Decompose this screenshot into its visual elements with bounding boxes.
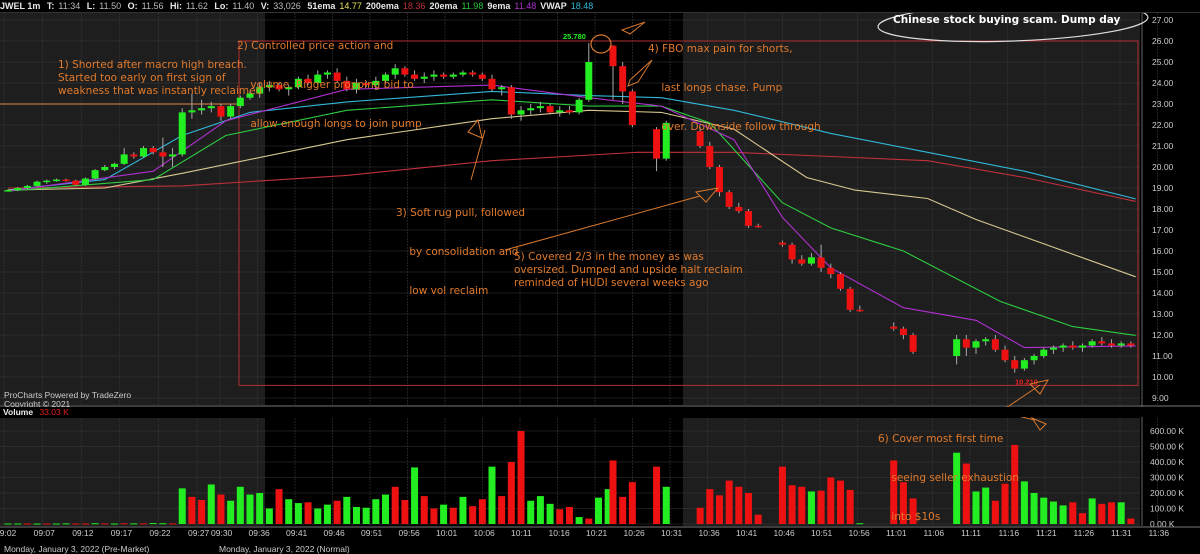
- last-value: 11.50: [99, 1, 122, 11]
- svg-text:10:51: 10:51: [811, 528, 833, 538]
- annotation-2: 2) Controlled price action and volume. R…: [237, 40, 422, 130]
- svg-text:09:17: 09:17: [111, 528, 133, 538]
- svg-text:17.00: 17.00: [1152, 225, 1174, 235]
- svg-text:500.00 K: 500.00 K: [1150, 442, 1184, 452]
- svg-text:400.00 K: 400.00 K: [1150, 457, 1184, 467]
- svg-text:300.00 K: 300.00 K: [1150, 473, 1184, 483]
- svg-text:600.00 K: 600.00 K: [1150, 426, 1184, 436]
- svg-text:11:01: 11:01: [886, 528, 907, 538]
- indicator-value: 18.36: [402, 1, 426, 11]
- svg-text:26.00: 26.00: [1152, 36, 1174, 46]
- svg-text:19.00: 19.00: [1152, 183, 1174, 193]
- ticker-header: JWEL 1m T: 11:34 L: 11.50 O: 11.56 Hi: 11.62…: [0, 0, 1200, 13]
- annotation-3: 3) Soft rug pull, followed by consolidat…: [396, 207, 526, 297]
- volume-value: 33,026: [273, 1, 301, 11]
- svg-text:11:31: 11:31: [1111, 528, 1132, 538]
- svg-text:09:51: 09:51: [361, 528, 383, 538]
- svg-text:11.00: 11.00: [1152, 351, 1173, 361]
- svg-text:10:26: 10:26: [624, 528, 646, 538]
- svg-text:25.00: 25.00: [1152, 57, 1174, 67]
- svg-text:10:31: 10:31: [661, 528, 683, 538]
- svg-text:27.00: 27.00: [1152, 15, 1174, 25]
- svg-text:09:27: 09:27: [188, 528, 210, 538]
- svg-text:10:06: 10:06: [474, 528, 496, 538]
- volume-current: 33.03 K: [39, 407, 69, 417]
- indicator-legend: 51ema 14.77 200ema 18.36 20ema 11.98 9ema 11.48…: [307, 1, 597, 11]
- annotation-5: 5) Covered 2/3 in the money as was overs…: [514, 251, 743, 289]
- svg-text:11:26: 11:26: [1074, 528, 1095, 538]
- annotation-4: 4) FBO max pain for shorts, last longs c…: [648, 43, 821, 133]
- title-annotation: Chinese stock buying scam. Dump day: [893, 14, 1121, 26]
- indicator-name: 200ema: [365, 1, 399, 11]
- svg-text:09:22: 09:22: [149, 528, 171, 538]
- indicator-name: 51ema: [307, 1, 336, 11]
- high-value: 11.62: [186, 1, 208, 11]
- svg-text:09:07: 09:07: [34, 528, 56, 538]
- svg-text:09:12: 09:12: [72, 528, 94, 538]
- svg-text:11:21: 11:21: [1036, 528, 1057, 538]
- svg-text:23.00: 23.00: [1152, 99, 1174, 109]
- svg-text:15.00: 15.00: [1152, 267, 1174, 277]
- volume-pane-header: Volume 33.03 K: [0, 407, 1200, 417]
- svg-text:12.00: 12.00: [1152, 330, 1174, 340]
- time-value: 11:34: [58, 1, 81, 11]
- svg-text:100.00 K: 100.00 K: [1150, 504, 1184, 514]
- svg-text:22.00: 22.00: [1152, 120, 1174, 130]
- indicator-value: 11.48: [514, 1, 537, 11]
- svg-text:10:36: 10:36: [699, 528, 721, 538]
- volume-label: Volume: [3, 407, 34, 417]
- svg-text:09:41: 09:41: [286, 528, 308, 538]
- svg-text:16.00: 16.00: [1152, 246, 1174, 256]
- svg-text:10:11: 10:11: [511, 528, 532, 538]
- svg-text:18.00: 18.00: [1152, 204, 1174, 214]
- indicator-value: 18.48: [570, 1, 594, 11]
- svg-text:9.00: 9.00: [1152, 393, 1169, 403]
- svg-text:10.210: 10.210: [1015, 378, 1038, 387]
- svg-text:13.00: 13.00: [1152, 309, 1174, 319]
- svg-text:11:36: 11:36: [1149, 528, 1170, 538]
- chart-copyright: Copyright © 2021: [4, 399, 71, 409]
- svg-text:09:46: 09:46: [324, 528, 346, 538]
- svg-text:09:30: 09:30: [211, 528, 233, 538]
- svg-text:24.00: 24.00: [1152, 78, 1174, 88]
- premarket-date: Monday, January 3, 2022 (Pre-Market): [4, 544, 150, 554]
- svg-text:10:01: 10:01: [436, 528, 458, 538]
- low-value: 11.40: [232, 1, 255, 11]
- svg-text:10:41: 10:41: [736, 528, 758, 538]
- indicator-name: 9ema: [487, 1, 511, 11]
- chart-brand: ProCharts Powered by TradeZero: [4, 390, 132, 400]
- normal-session-date: Monday, January 3, 2022 (Normal): [219, 544, 350, 554]
- indicator-name: VWAP: [540, 1, 567, 11]
- indicator-value: 14.77: [339, 1, 362, 11]
- svg-text:10:46: 10:46: [774, 528, 796, 538]
- svg-text:11:16: 11:16: [999, 528, 1020, 538]
- svg-text:09:02: 09:02: [0, 528, 17, 538]
- svg-text:0.00 K: 0.00 K: [1150, 519, 1175, 529]
- svg-text:10:56: 10:56: [849, 528, 871, 538]
- svg-text:21.00: 21.00: [1152, 141, 1174, 151]
- svg-text:25.780: 25.780: [563, 32, 586, 41]
- annotation-1: 1) Shorted after macro high breach. Star…: [58, 59, 263, 97]
- svg-text:20.00: 20.00: [1152, 162, 1174, 172]
- svg-text:11:06: 11:06: [924, 528, 945, 538]
- svg-text:09:56: 09:56: [399, 528, 421, 538]
- svg-text:10:16: 10:16: [549, 528, 571, 538]
- svg-text:200.00 K: 200.00 K: [1150, 488, 1184, 498]
- annotation-6: 6) Cover most first time seeing seller e…: [878, 433, 1020, 523]
- symbol: JWEL 1m: [0, 1, 41, 11]
- indicator-value: 11.98: [461, 1, 484, 11]
- svg-text:11:11: 11:11: [961, 528, 981, 538]
- open-value: 11.56: [141, 1, 164, 11]
- svg-text:10.00: 10.00: [1152, 372, 1174, 382]
- indicator-name: 20ema: [429, 1, 458, 11]
- svg-text:14.00: 14.00: [1152, 288, 1174, 298]
- svg-text:10:21: 10:21: [586, 528, 608, 538]
- svg-text:09:36: 09:36: [249, 528, 271, 538]
